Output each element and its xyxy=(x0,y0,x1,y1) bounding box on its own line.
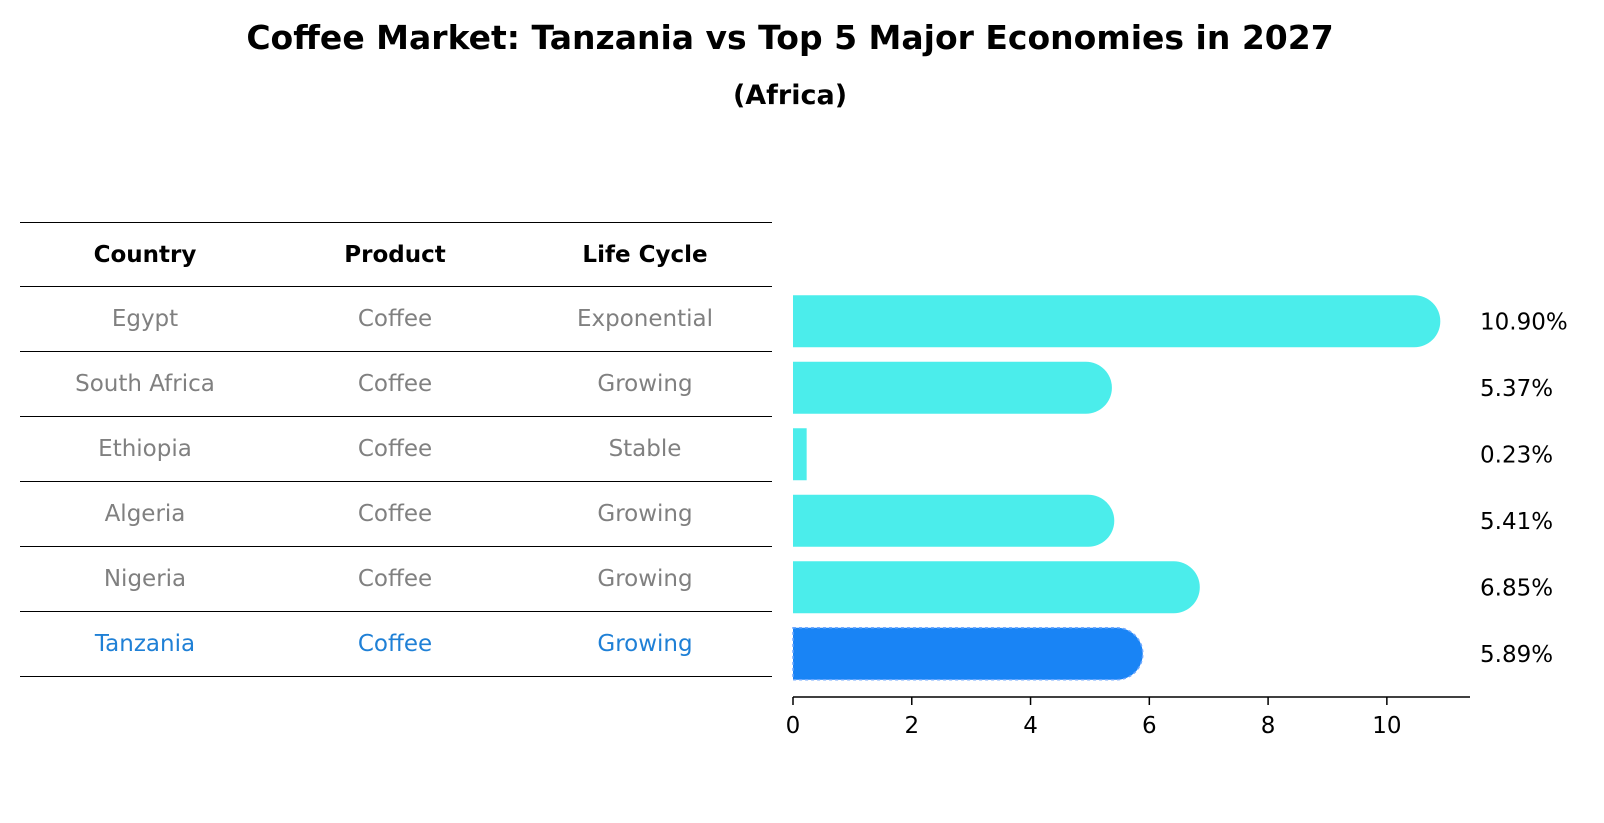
cell-country: Ethiopia xyxy=(98,436,192,462)
table-row: Ethiopia Coffee Stable xyxy=(20,417,772,482)
bar-ethiopia xyxy=(793,428,807,481)
cell-life-cycle: Exponential xyxy=(576,306,713,332)
value-label: 10.90% xyxy=(1480,309,1568,335)
data-table: Country Product Life Cycle Egypt Coffee … xyxy=(20,222,772,677)
bar-tanzania xyxy=(792,627,1144,681)
bar-nigeria xyxy=(793,561,1200,614)
table-row: Egypt Coffee Exponential xyxy=(20,287,772,352)
value-label: 0.23% xyxy=(1480,442,1553,468)
value-label: 5.41% xyxy=(1480,509,1553,535)
table-row: South Africa Coffee Growing xyxy=(20,352,772,417)
cell-product: Coffee xyxy=(357,306,433,332)
cell-country: Nigeria xyxy=(103,566,187,592)
chart-title: Coffee Market: Tanzania vs Top 5 Major E… xyxy=(246,18,1334,57)
cell-country: Algeria xyxy=(104,501,186,527)
header-life-cycle: Life Cycle xyxy=(582,241,708,268)
cell-life-cycle: Growing xyxy=(597,631,693,657)
x-tick-label: 4 xyxy=(1023,713,1038,739)
value-label: 5.89% xyxy=(1480,642,1553,668)
x-tick-label: 8 xyxy=(1261,713,1276,739)
header-product: Product xyxy=(344,241,446,268)
table-header-row: Country Product Life Cycle xyxy=(20,222,772,287)
value-label: 6.85% xyxy=(1480,575,1553,601)
chart-subtitle: (Africa) xyxy=(732,80,848,111)
table-row: Nigeria Coffee Growing xyxy=(20,547,772,612)
cell-life-cycle: Growing xyxy=(597,371,693,397)
table-row: Tanzania Coffee Growing xyxy=(20,612,772,677)
cell-country: Tanzania xyxy=(94,631,196,657)
bar-egypt xyxy=(793,295,1441,348)
cell-product: Coffee xyxy=(357,371,433,397)
x-tick-label: 2 xyxy=(904,713,919,739)
x-tick-label: 6 xyxy=(1142,713,1157,739)
value-label: 5.37% xyxy=(1480,376,1553,402)
x-tick-label: 0 xyxy=(786,713,801,739)
table-row: Algeria Coffee Growing xyxy=(20,482,772,547)
cell-country: Egypt xyxy=(111,306,179,332)
cell-life-cycle: Growing xyxy=(597,501,693,527)
header-country: Country xyxy=(93,241,197,268)
cell-product: Coffee xyxy=(357,501,433,527)
x-tick-label: 10 xyxy=(1372,713,1401,739)
cell-product: Coffee xyxy=(357,436,433,462)
cell-life-cycle: Stable xyxy=(608,436,682,462)
cell-product: Coffee xyxy=(357,566,433,592)
cell-life-cycle: Growing xyxy=(597,566,693,592)
bar-south-africa xyxy=(793,361,1112,414)
bar-algeria xyxy=(793,494,1115,547)
cell-country: South Africa xyxy=(75,371,215,397)
cell-product: Coffee xyxy=(357,631,433,657)
